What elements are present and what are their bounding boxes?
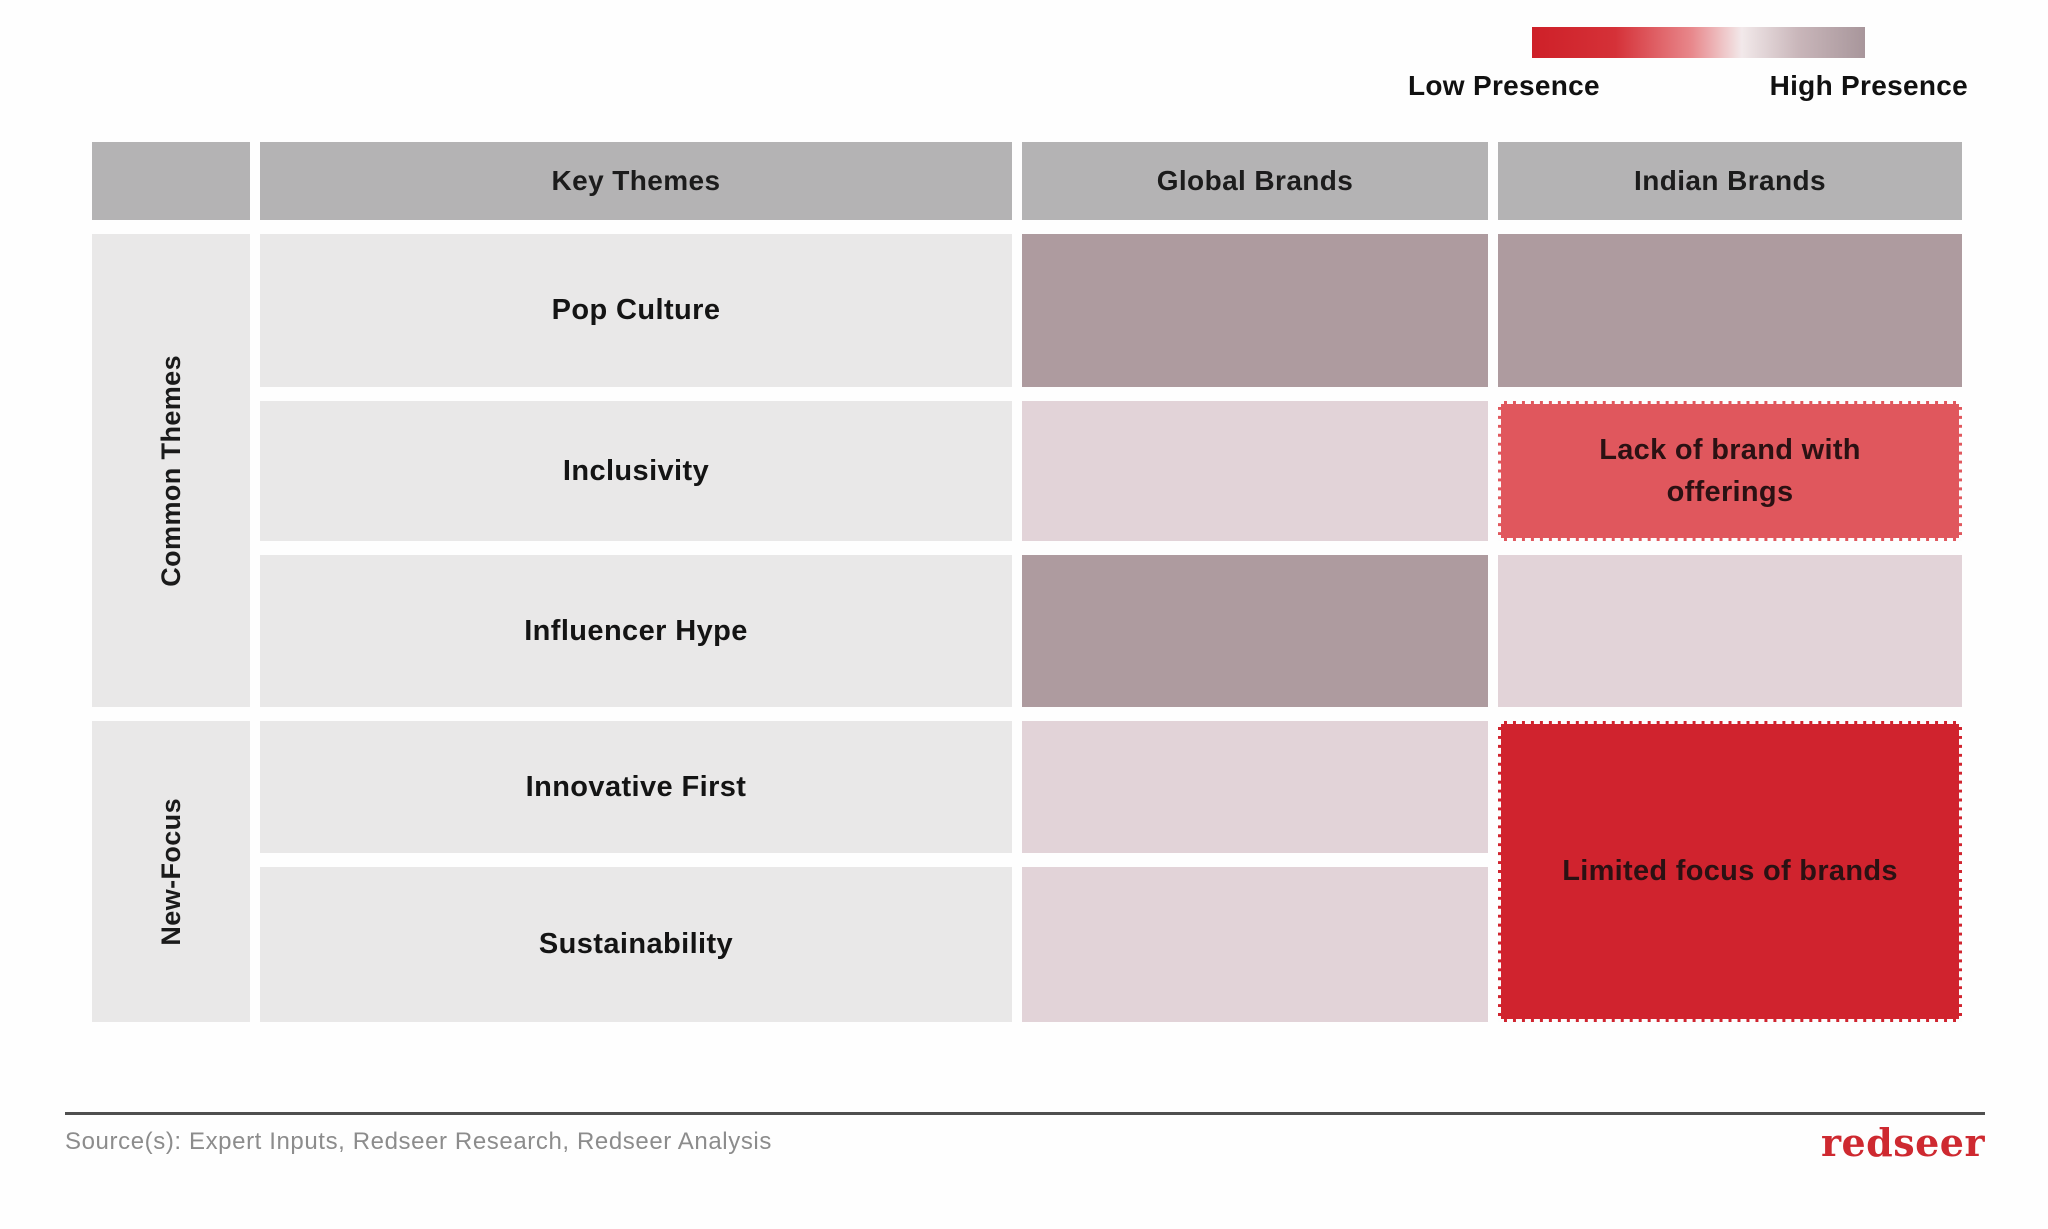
theme-cell-innovative-first: Innovative First: [260, 721, 1012, 853]
group-label-new-focus-text: New-Focus: [155, 797, 186, 946]
annotation-lack-of-brand: Lack of brand with offerings: [1599, 433, 1861, 508]
header-cell-global-brands: Global Brands: [1022, 142, 1488, 220]
heat-cell-inclusivity-indian: Lack of brand with offerings: [1498, 401, 1962, 541]
footer-divider-line: [65, 1112, 1985, 1115]
legend-low-label: Low Presence: [1408, 70, 1600, 101]
header-cell-key-themes: Key Themes: [260, 142, 1012, 220]
heat-cell-inclusivity-global: [1022, 401, 1488, 541]
legend-labels: Low Presence High Presence: [1408, 70, 1968, 102]
header-cell-indian-brands: Indian Brands: [1498, 142, 1962, 220]
redseer-logo: redseer: [1820, 1120, 1985, 1165]
theme-cell-influencer-hype: Influencer Hype: [260, 555, 1012, 707]
heatmap-table: Key Themes Global Brands Indian Brands C…: [92, 142, 1962, 1022]
theme-cell-sustainability: Sustainability: [260, 867, 1012, 1022]
legend-high-label: High Presence: [1769, 70, 1968, 101]
heat-cell-sustainability-global: [1022, 867, 1488, 1022]
heat-cell-innovative-first-global: [1022, 721, 1488, 853]
group-label-new-focus: New-Focus: [92, 721, 250, 1022]
group-label-common-themes: Common Themes: [92, 234, 250, 707]
presence-gradient-bar: [1532, 27, 1865, 58]
heat-cell-influencer-hype-indian: [1498, 555, 1962, 707]
source-text: Source(s): Expert Inputs, Redseer Resear…: [65, 1128, 772, 1155]
annotation-limited-focus: Limited focus of brands: [1562, 855, 1898, 888]
heat-cell-pop-culture-global: [1022, 234, 1488, 387]
group-label-common-themes-text: Common Themes: [155, 354, 186, 587]
heat-cell-new-focus-indian-merged: Limited focus of brands: [1498, 721, 1962, 1022]
heat-cell-influencer-hype-global: [1022, 555, 1488, 707]
heat-cell-pop-culture-indian: [1498, 234, 1962, 387]
theme-cell-pop-culture: Pop Culture: [260, 234, 1012, 387]
header-cell-blank: [92, 142, 250, 220]
theme-cell-inclusivity: Inclusivity: [260, 401, 1012, 541]
